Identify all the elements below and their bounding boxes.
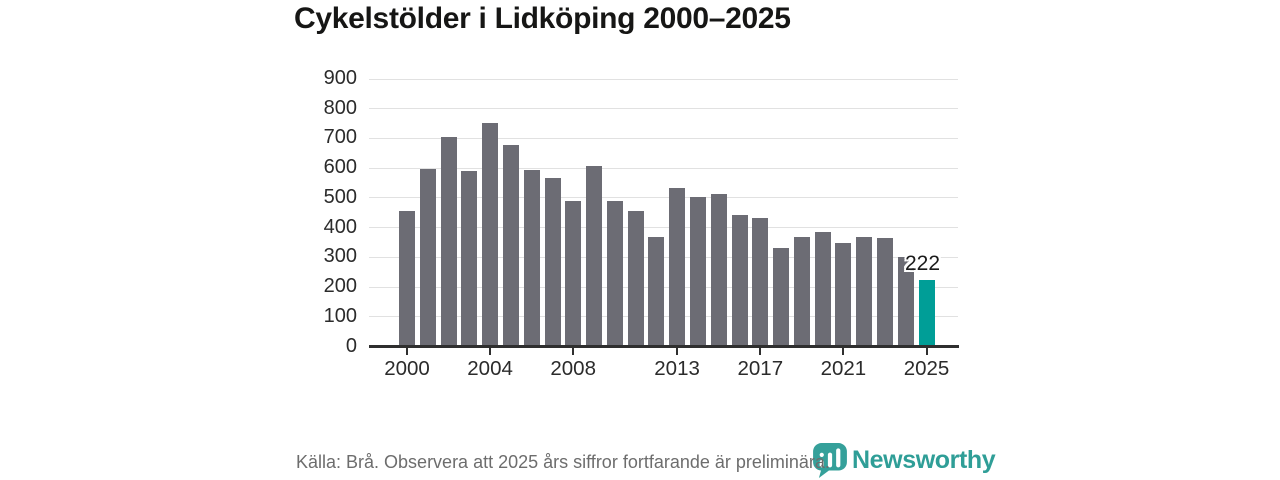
bar-2018: [773, 247, 789, 346]
x-tick-2008: [572, 348, 575, 355]
x-tick-2025: [925, 348, 928, 355]
x-tick-label-2021: 2021: [820, 357, 867, 380]
gridline-800: [369, 108, 958, 110]
x-tick-2013: [676, 348, 679, 355]
highlight-value-label: 222: [905, 252, 941, 275]
x-tick-label-2004: 2004: [467, 357, 513, 380]
bar-2003: [461, 171, 478, 346]
x-tick-2021: [842, 348, 845, 355]
bar-2021: [835, 243, 852, 346]
gridline-600: [369, 167, 958, 169]
bar-2019: [793, 236, 810, 346]
y-tick-label-400: 400: [323, 215, 357, 238]
bar-2002: [440, 137, 457, 346]
bar-2015: [710, 194, 727, 346]
bar-2007: [544, 177, 561, 346]
y-tick-label-700: 700: [323, 126, 357, 149]
bar-2006: [523, 169, 540, 346]
chart-title: Cykelstölder i Lidköping 2000–2025: [294, 2, 791, 35]
bar-2008: [565, 201, 582, 346]
y-tick-label-900: 900: [323, 67, 357, 89]
x-tick-label-2000: 2000: [384, 357, 430, 380]
bar-2023: [876, 237, 893, 346]
y-tick-label-300: 300: [323, 245, 357, 268]
x-tick-label-2017: 2017: [737, 357, 784, 380]
y-tick-label-0: 0: [345, 334, 357, 357]
y-tick-label-600: 600: [323, 156, 357, 179]
y-tick-label-100: 100: [323, 304, 357, 327]
x-tick-label-2025: 2025: [903, 357, 950, 380]
bar-2017: [752, 218, 769, 346]
bar-2001: [419, 169, 436, 346]
bar-2022: [856, 236, 873, 346]
newsworthy-wordmark: Newsworthy: [852, 446, 996, 474]
bar-2000: [399, 210, 415, 346]
x-tick-label-2013: 2013: [654, 357, 700, 380]
x-tick-2017: [759, 348, 762, 355]
y-tick-label-500: 500: [323, 185, 357, 208]
bar-2012: [648, 236, 665, 346]
bar-2005: [502, 144, 519, 346]
gridline-500: [369, 197, 958, 199]
gridline-700: [369, 137, 958, 139]
gridline-900: [369, 78, 958, 80]
bar-2009: [586, 166, 602, 346]
x-tick-label-2008: 2008: [550, 357, 596, 380]
gridline-400: [369, 227, 958, 229]
x-tick-2004: [489, 348, 492, 355]
bar-2013: [669, 187, 686, 346]
bar-2010: [606, 201, 623, 346]
newsworthy-logo-icon: [813, 443, 847, 478]
bar-2014: [689, 197, 706, 346]
source-note: Källa: Brå. Observera att 2025 års siffr…: [296, 452, 830, 472]
y-tick-label-200: 200: [323, 275, 357, 298]
x-axis-line: [369, 345, 959, 348]
bar-2011: [627, 210, 644, 346]
bar-2016: [731, 214, 748, 346]
x-tick-2000: [406, 348, 408, 355]
bar-2025: [918, 280, 935, 346]
bar-2004: [482, 123, 499, 346]
y-tick-label-800: 800: [323, 96, 357, 119]
bar-2020: [814, 231, 831, 346]
bar-2024: [897, 257, 914, 346]
